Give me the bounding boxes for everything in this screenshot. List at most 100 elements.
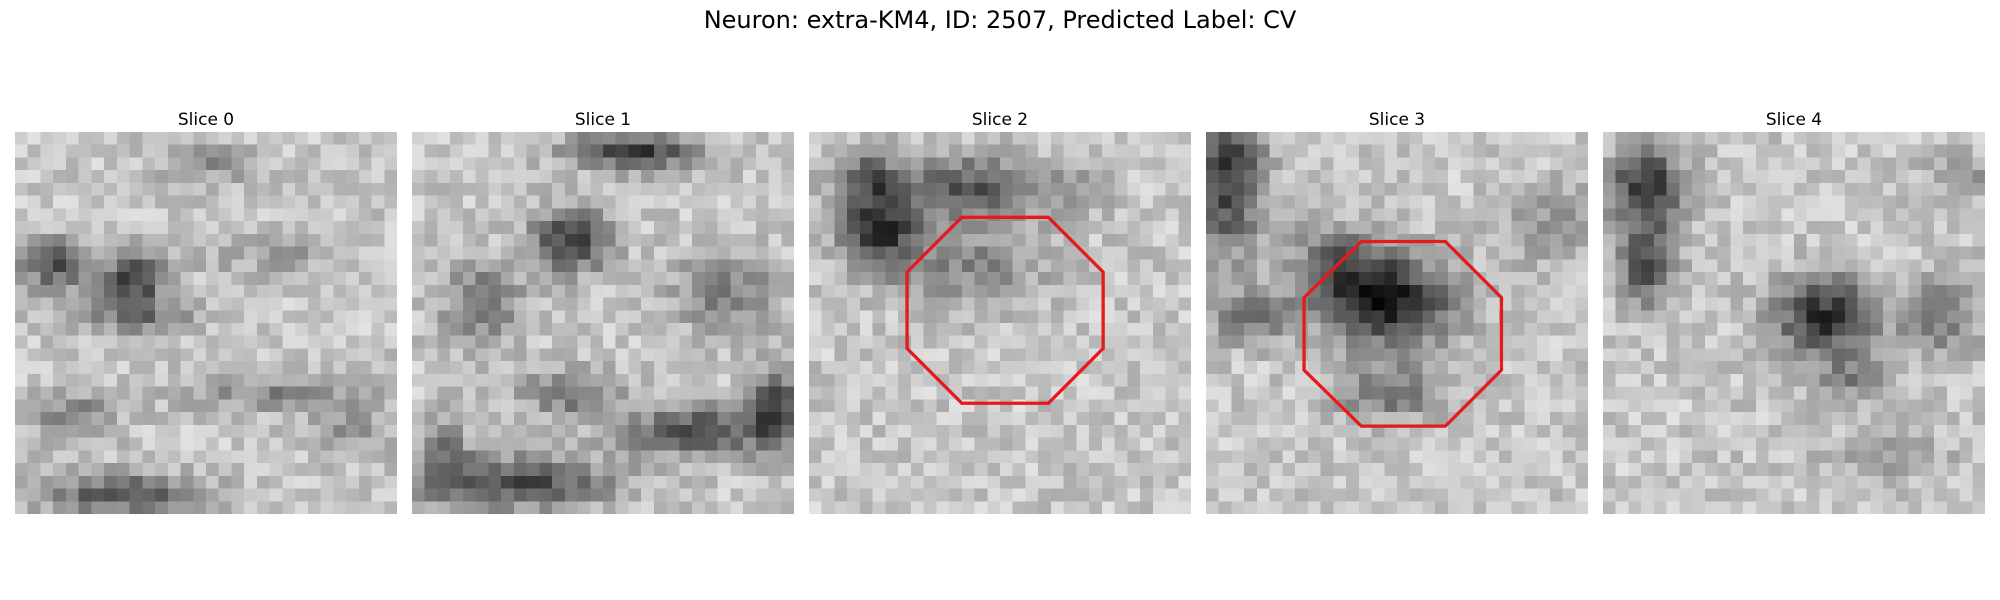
image-pixel: [412, 246, 425, 260]
image-pixel: [949, 259, 963, 273]
image-pixel: [1603, 361, 1616, 375]
image-pixel: [78, 399, 92, 413]
image-pixel: [1857, 463, 1871, 477]
image-pixel: [104, 463, 118, 477]
image-pixel: [1959, 246, 1973, 260]
image-pixel: [193, 488, 207, 502]
image-pixel: [1038, 157, 1052, 171]
image-pixel: [1641, 437, 1655, 451]
image-pixel: [462, 399, 476, 413]
image-pixel: [872, 272, 886, 286]
image-pixel: [679, 233, 693, 247]
image-pixel: [462, 246, 476, 260]
image-pixel: [1358, 424, 1372, 438]
image-pixel: [1063, 157, 1077, 171]
image-pixel: [1127, 348, 1141, 362]
image-pixel: [462, 284, 476, 298]
image-pixel: [1295, 310, 1309, 324]
image-pixel: [1140, 259, 1154, 273]
image-pixel: [1615, 463, 1629, 477]
image-pixel: [218, 233, 232, 247]
image-pixel: [1206, 310, 1219, 324]
image-pixel: [1231, 144, 1245, 158]
image-pixel: [218, 297, 232, 311]
image-pixel: [666, 463, 680, 477]
image-pixel: [1152, 310, 1166, 324]
image-pixel: [781, 272, 794, 286]
image-pixel: [641, 221, 655, 235]
image-pixel: [1717, 399, 1731, 413]
image-pixel: [1692, 488, 1706, 502]
image-pixel: [450, 501, 464, 514]
image-pixel: [987, 310, 1001, 324]
image-pixel: [743, 195, 757, 209]
image-pixel: [1025, 233, 1039, 247]
image-pixel: [53, 208, 67, 222]
image-pixel: [142, 284, 156, 298]
image-pixel: [1206, 195, 1219, 209]
image-pixel: [1282, 259, 1296, 273]
image-pixel: [1794, 272, 1807, 286]
image-pixel: [1025, 412, 1039, 426]
image-pixel: [116, 144, 130, 158]
image-pixel: [1231, 373, 1245, 387]
image-pixel: [949, 373, 963, 387]
image-pixel: [1231, 132, 1245, 145]
image-pixel: [961, 424, 975, 438]
image-pixel: [1755, 450, 1769, 464]
image-pixel: [40, 182, 54, 196]
image-pixel: [1755, 488, 1769, 502]
image-pixel: [1857, 195, 1871, 209]
image-pixel: [1012, 424, 1026, 438]
image-pixel: [717, 501, 731, 514]
image-pixel: [475, 310, 489, 324]
image-pixel: [1269, 361, 1283, 375]
image-pixel: [615, 272, 629, 286]
image-pixel: [847, 208, 861, 222]
image-pixel: [180, 284, 194, 298]
image-pixel: [526, 450, 540, 464]
image-pixel: [488, 450, 502, 464]
image-pixel: [872, 501, 886, 514]
image-pixel: [1140, 323, 1154, 336]
slice-title: Slice 1: [574, 110, 632, 130]
image-pixel: [1768, 450, 1782, 464]
image-pixel: [859, 463, 873, 477]
image-pixel: [1562, 450, 1576, 464]
image-pixel: [1397, 246, 1410, 260]
image-pixel: [564, 373, 578, 387]
image-pixel: [1692, 233, 1706, 247]
image-pixel: [475, 412, 489, 426]
image-pixel: [1794, 361, 1807, 375]
image-pixel: [282, 221, 296, 235]
image-pixel: [1524, 373, 1538, 387]
image-pixel: [1358, 144, 1372, 158]
image-pixel: [307, 488, 321, 502]
image-pixel: [1857, 323, 1871, 336]
image-pixel: [15, 233, 28, 247]
image-pixel: [1908, 132, 1922, 145]
image-pixel: [1152, 348, 1166, 362]
image-pixel: [1012, 412, 1026, 426]
image-pixel: [1101, 399, 1115, 413]
image-pixel: [859, 170, 873, 184]
image-pixel: [1076, 386, 1090, 400]
image-pixel: [91, 399, 105, 413]
image-pixel: [1895, 399, 1909, 413]
image-pixel: [40, 310, 54, 324]
image-pixel: [1333, 144, 1347, 158]
image-pixel: [961, 463, 975, 477]
image-pixel: [692, 259, 706, 273]
image-pixel: [1371, 259, 1385, 273]
image-pixel: [910, 157, 924, 171]
image-pixel: [1256, 488, 1270, 502]
image-pixel: [898, 348, 912, 362]
image-pixel: [501, 246, 515, 260]
image-pixel: [1165, 259, 1179, 273]
image-pixel: [91, 284, 105, 298]
image-pixel: [320, 463, 334, 477]
image-pixel: [1575, 259, 1588, 273]
image-pixel: [1206, 488, 1219, 502]
image-pixel: [1473, 170, 1487, 184]
image-pixel: [218, 195, 232, 209]
